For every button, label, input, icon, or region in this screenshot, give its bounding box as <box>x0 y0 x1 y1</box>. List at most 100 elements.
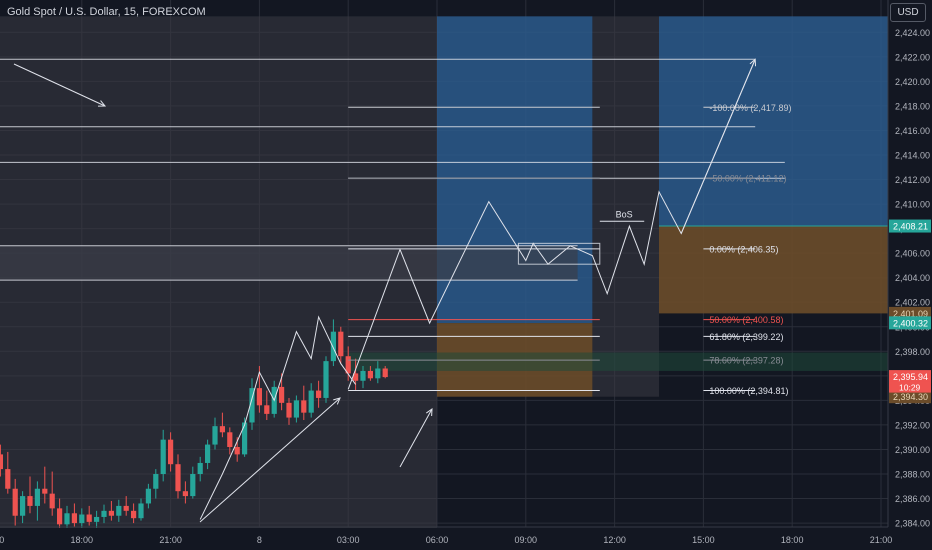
time-tick: 15:00 <box>0 535 4 545</box>
price-label-bg <box>889 316 931 330</box>
fib-label: 78.60% (2,397.28) <box>709 356 783 366</box>
arrow-up-trend <box>199 397 341 523</box>
price-tick: 2,414.00 <box>895 150 930 160</box>
orange-zone-2 <box>659 226 888 314</box>
candle-body <box>131 510 137 519</box>
time-tick: 03:00 <box>337 535 360 545</box>
candle-body <box>145 488 151 504</box>
currency-button[interactable]: USD <box>890 3 926 22</box>
fib-retracement: -100.00% (2,417.89) -50.00% (2,412.12) 0.0… <box>348 103 791 396</box>
time-tick: 09:00 <box>515 535 538 545</box>
price-tick: 2,398.00 <box>895 347 930 357</box>
candle-body <box>86 514 92 522</box>
fib-label: -100.00% (2,417.89) <box>709 103 791 113</box>
candle-body <box>27 496 33 506</box>
candle-body <box>108 510 114 516</box>
candle-body <box>57 508 63 525</box>
price-tick: 2,418.00 <box>895 101 930 111</box>
bos-label: BoS <box>616 209 633 219</box>
candle-body <box>219 426 225 433</box>
price-tick: 2,386.00 <box>895 494 930 504</box>
candle-body <box>20 496 26 516</box>
time-tick: 15:00 <box>692 535 715 545</box>
price-tick: 2,412.00 <box>895 175 930 185</box>
symbol-title: Gold Spot / U.S. Dollar, 15, FOREXCOM <box>7 6 206 18</box>
price-tick: 2,402.00 <box>895 298 930 308</box>
price-tick: 2,410.00 <box>895 200 930 210</box>
arrow-down-left <box>13 63 106 107</box>
price-tick: 2,424.00 <box>895 28 930 38</box>
zigzag-projection <box>347 59 756 390</box>
price-axis-bg <box>888 0 932 550</box>
zones <box>0 16 888 528</box>
range-box <box>0 245 578 281</box>
candle-body <box>101 510 107 517</box>
candle-body <box>234 447 240 455</box>
drawings: BoS <box>13 58 757 523</box>
candle-body <box>293 400 299 418</box>
candle-body <box>5 469 11 489</box>
candle-body <box>286 402 292 418</box>
gray-zone-mid <box>592 16 659 397</box>
candles <box>0 319 388 528</box>
arrow-target <box>680 59 756 234</box>
candle-body <box>94 516 100 522</box>
price-tick: 2,404.00 <box>895 273 930 283</box>
time-tick: 18:00 <box>781 535 804 545</box>
candle-body <box>316 390 322 398</box>
candle-body <box>123 505 129 511</box>
candle-body <box>212 426 218 445</box>
candle-body <box>264 405 270 414</box>
candle-body <box>197 462 203 475</box>
candle-body <box>323 361 329 398</box>
price-label: 2,394.30 <box>893 392 928 402</box>
candle-body <box>79 514 85 524</box>
arrow-target-head <box>749 58 757 67</box>
candle-body <box>153 474 159 489</box>
candle-body <box>367 370 373 379</box>
fib-label: 50.00% (2,400.58) <box>709 315 783 325</box>
price-label: 2,408.21 <box>893 222 928 232</box>
candle-body <box>175 464 181 492</box>
fib-label: 100.00% (2,394.81) <box>709 386 788 396</box>
price-label-bg <box>889 390 931 404</box>
candle-body <box>190 474 196 497</box>
candle-body <box>12 488 18 516</box>
price-axis[interactable]: 2,384.00 2,386.00 2,388.00 2,390.00 2,392.00… <box>887 0 932 550</box>
candle-body <box>160 439 166 475</box>
time-tick: 21:00 <box>870 535 893 545</box>
candle-body <box>279 386 285 403</box>
candle-body <box>330 331 336 362</box>
time-tick: 12:00 <box>603 535 626 545</box>
fib-label: -50.00% (2,412.12) <box>709 174 786 184</box>
price-label: 2,395.94 <box>893 372 928 382</box>
price-tick: 2,388.00 <box>895 470 930 480</box>
price-tick: 2,392.00 <box>895 420 930 430</box>
candle-body <box>49 493 55 509</box>
price-label: 2,400.32 <box>893 318 928 328</box>
countdown-label: 10:29 <box>899 383 921 393</box>
arrow-up-ote <box>399 408 433 468</box>
price-tick: 2,420.00 <box>895 77 930 87</box>
candle-body <box>249 388 255 423</box>
time-tick: 18:00 <box>71 535 94 545</box>
time-axis[interactable]: 15:00 18:00 21:00 8 03:00 06:00 09:00 12:00 15:0… <box>0 526 893 545</box>
price-tick: 2,384.00 <box>895 519 930 529</box>
candle-body <box>34 488 40 506</box>
blue-zone-2 <box>659 16 888 227</box>
price-tick: 2,406.00 <box>895 249 930 259</box>
candle-body <box>64 513 70 525</box>
price-labels: 2,408.21 2,401.092,400.32 2,395.94 2,394.30… <box>889 219 931 404</box>
candle-body <box>256 388 262 406</box>
candle-body <box>360 370 366 381</box>
price-tick: 2,390.00 <box>895 445 930 455</box>
candle-body <box>308 390 314 413</box>
candle-body <box>382 368 388 378</box>
candle-body <box>345 356 351 374</box>
fib-label: 61.80% (2,399.22) <box>709 332 783 342</box>
price-label-bg <box>889 219 931 233</box>
zigzag-past <box>199 315 357 520</box>
candle-body <box>205 444 211 463</box>
arrow-down-left-head <box>97 100 107 107</box>
